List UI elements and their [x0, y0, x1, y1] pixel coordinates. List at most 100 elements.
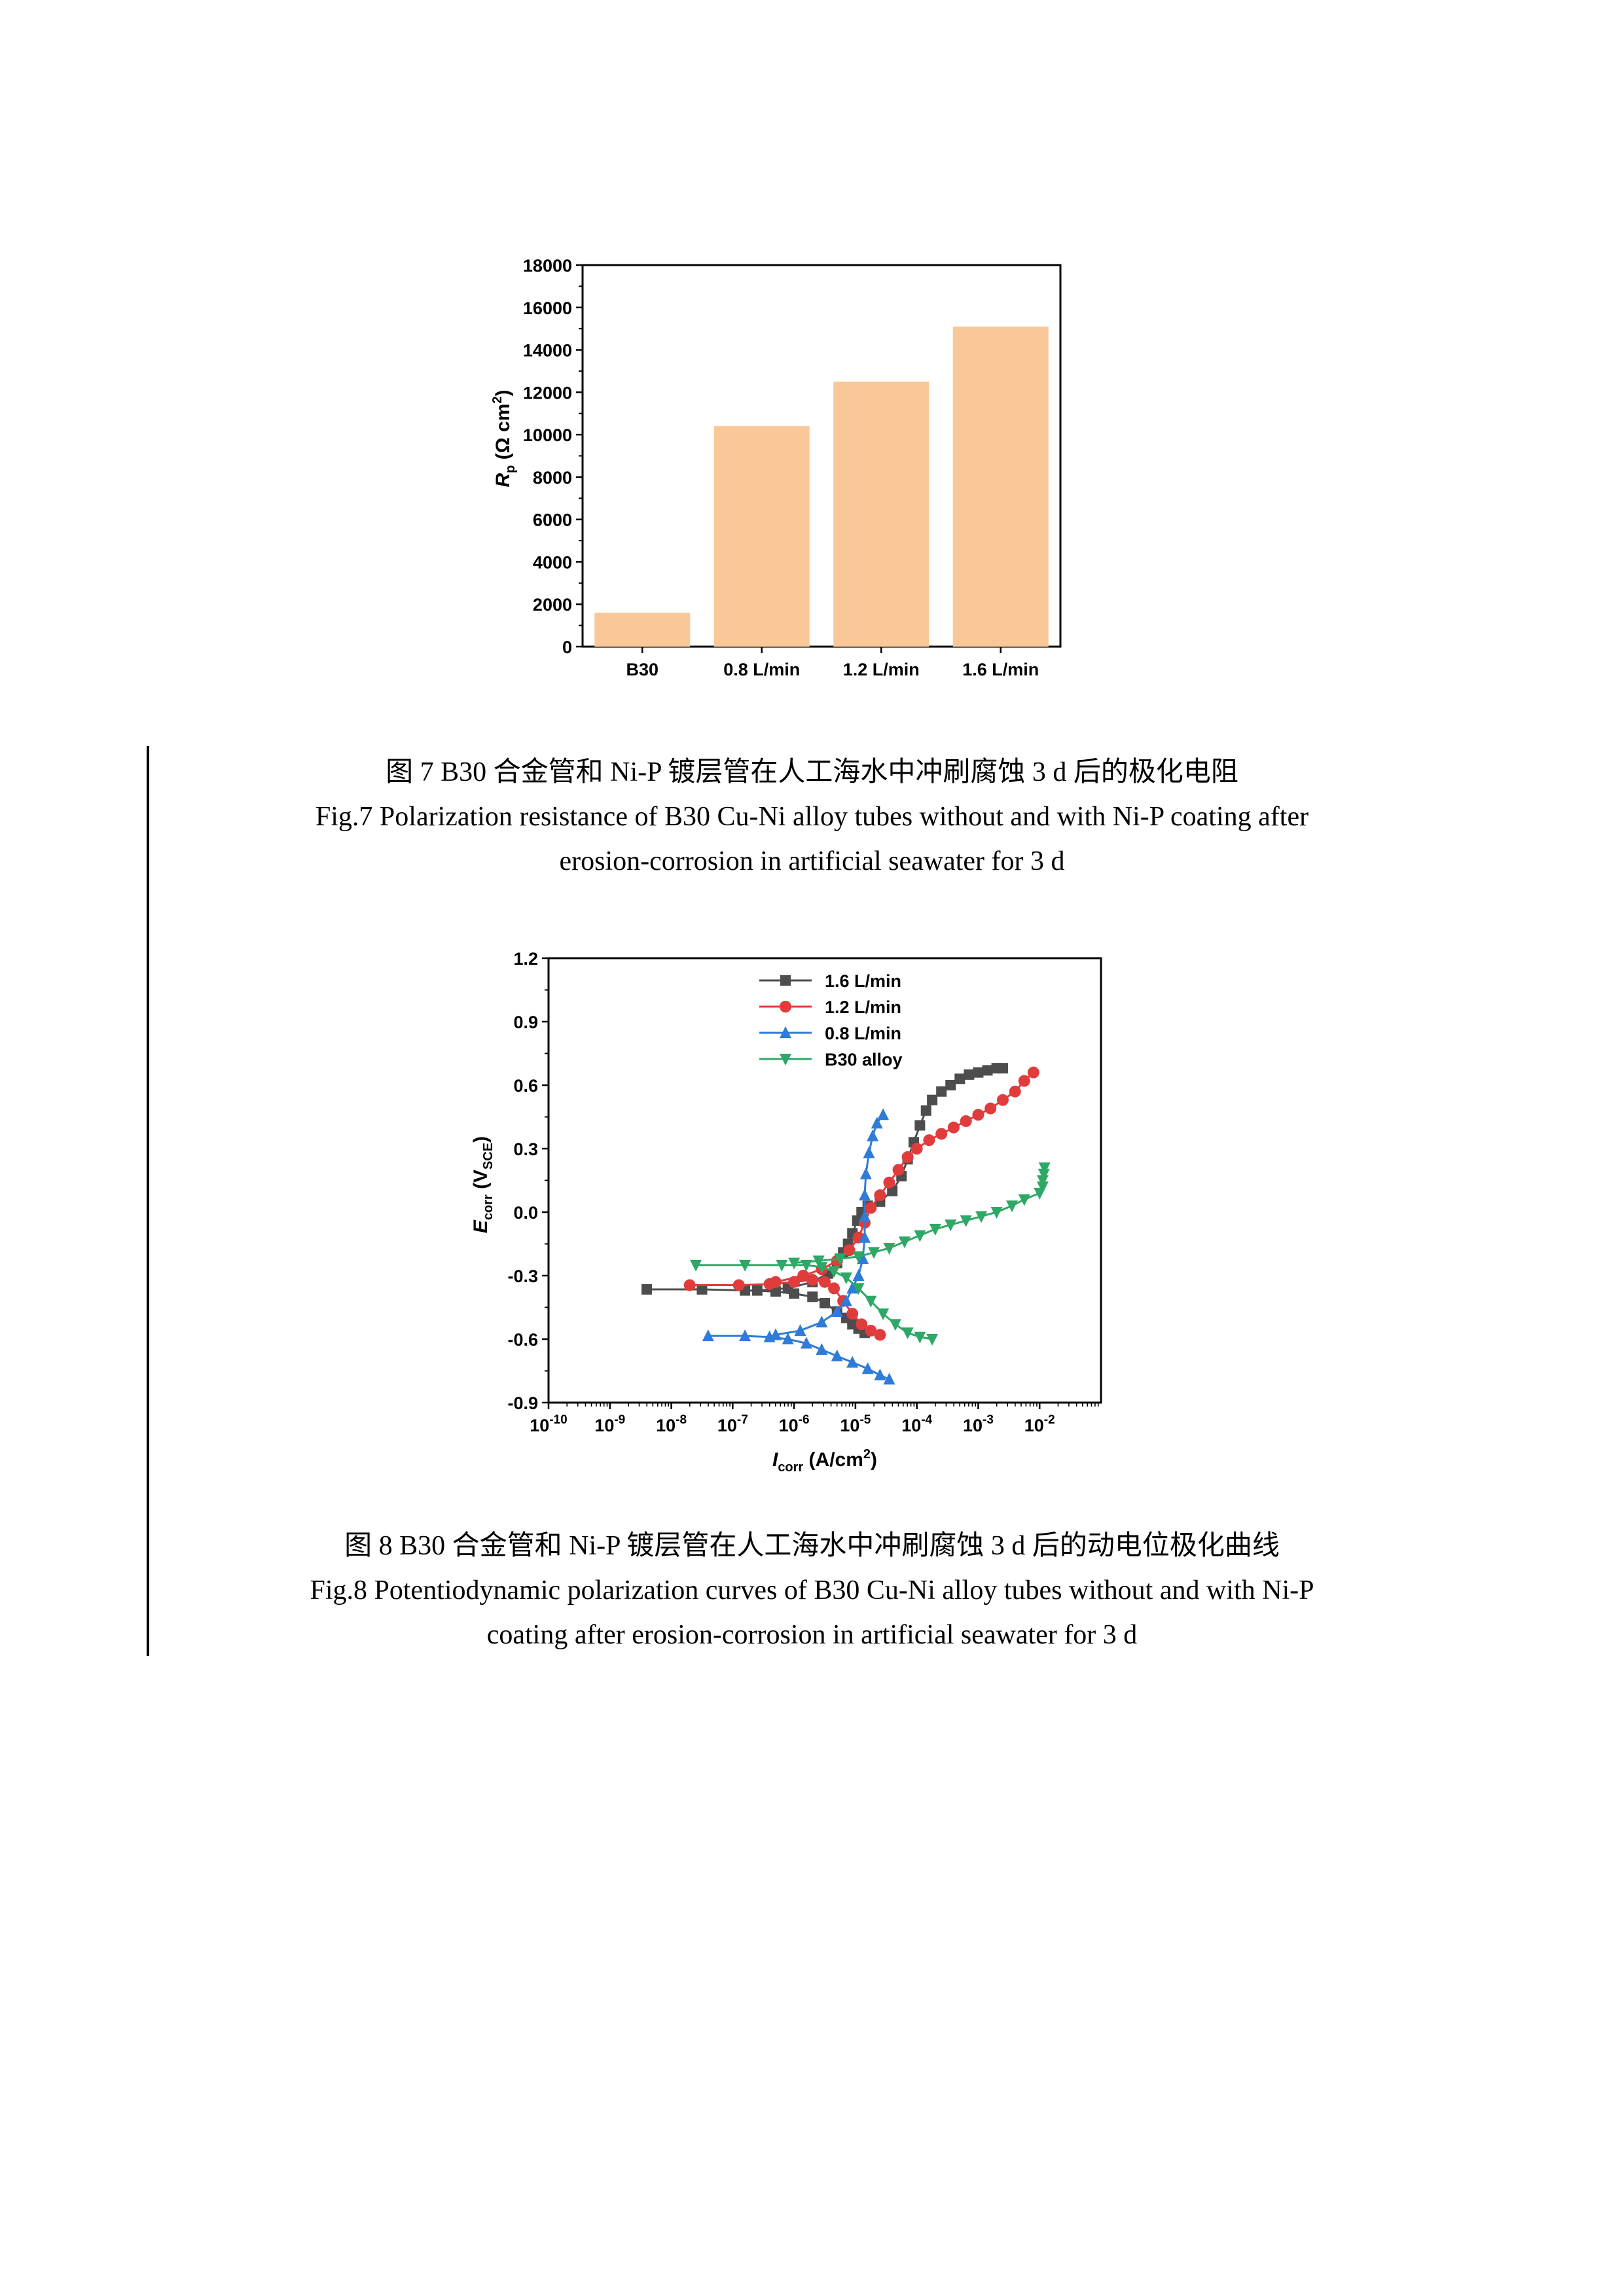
- x-tick-label: 10-6: [779, 1413, 810, 1435]
- series-line: [708, 1335, 890, 1380]
- marker-triangle-down: [840, 1272, 852, 1285]
- caption-en-line1: Fig.8 Potentiodynamic polarization curve…: [310, 1575, 1314, 1605]
- marker-square: [920, 1105, 931, 1116]
- marker-square: [973, 1067, 984, 1078]
- bar-0: [594, 613, 691, 647]
- marker-triangle-up: [857, 1252, 869, 1265]
- marker-triangle-down: [852, 1283, 865, 1295]
- marker-triangle-up: [871, 1117, 883, 1129]
- x-axis-label: Icorr (A/cm2): [772, 1447, 877, 1475]
- marker-triangle-down: [990, 1207, 1003, 1219]
- series-line: [757, 1067, 1003, 1292]
- y-tick-label: 0: [562, 637, 572, 657]
- bar-1: [713, 426, 810, 647]
- marker-triangle-down: [898, 1236, 911, 1249]
- marker-circle: [911, 1143, 923, 1155]
- marker-circle: [901, 1151, 914, 1163]
- marker-circle: [874, 1329, 886, 1341]
- y-tick-label: 0.6: [513, 1076, 538, 1096]
- marker-triangle-down: [1036, 1175, 1049, 1187]
- y-tick-label: 0.9: [513, 1013, 538, 1032]
- marker-triangle-down: [800, 1259, 812, 1272]
- marker-circle: [865, 1202, 877, 1214]
- marker-triangle-down: [776, 1259, 788, 1272]
- marker-triangle-up: [859, 1167, 872, 1179]
- series-2: [702, 1108, 895, 1385]
- y-axis-label: Rp (Ω cm2): [490, 389, 518, 487]
- marker-triangle-down: [914, 1331, 926, 1344]
- marker-triangle-up: [769, 1328, 782, 1340]
- marker-triangle-down: [1038, 1162, 1051, 1175]
- marker-circle: [683, 1279, 696, 1291]
- marker-circle: [806, 1274, 819, 1286]
- series-line: [775, 1114, 884, 1336]
- x-tick-label: 10-3: [963, 1413, 994, 1435]
- bar-3: [952, 326, 1049, 647]
- y-tick-label: 0.3: [513, 1139, 538, 1159]
- marker-triangle-up: [863, 1146, 875, 1158]
- marker-triangle-down: [834, 1253, 846, 1266]
- legend-label: 0.8 L/min: [825, 1024, 901, 1043]
- legend-label: 1.6 L/min: [825, 971, 901, 991]
- y-tick-label: 0.0: [513, 1203, 538, 1223]
- legend-item-0: 1.6 L/min: [759, 971, 901, 991]
- figure7-bar-chart: 0 2000 4000 6000 8000 10000 12000 14000 16000 180…: [490, 256, 1062, 679]
- marker-circle: [865, 1325, 877, 1337]
- marker-triangle-down: [945, 1219, 957, 1232]
- marker-triangle-up: [883, 1372, 895, 1385]
- y-tick-label: -0.6: [507, 1330, 538, 1350]
- marker-square: [770, 1286, 781, 1297]
- caption-cn: 图 8 B30 合金管和 Ni-P 镀层管在人工海水中冲刷腐蚀 3 d 后的动电…: [344, 1531, 1280, 1561]
- marker-square: [936, 1086, 947, 1097]
- marker-triangle-up: [800, 1336, 812, 1349]
- x-tick-label: 10-5: [840, 1413, 871, 1435]
- marker-triangle-down: [1018, 1194, 1030, 1206]
- marker-square: [807, 1291, 818, 1302]
- y-axis-label: Ecorr (VSCE): [470, 1136, 496, 1233]
- x-tick-label: 10-7: [717, 1413, 748, 1435]
- marker-square: [780, 975, 791, 986]
- marker-triangle-up: [858, 1210, 871, 1222]
- marker-triangle-up: [780, 1026, 791, 1038]
- marker-circle: [1009, 1085, 1021, 1098]
- y-tick-label: 1.2: [513, 949, 538, 969]
- marker-triangle-down: [739, 1259, 751, 1272]
- x-tick-label: 10-4: [901, 1413, 932, 1435]
- marker-square: [751, 1285, 763, 1296]
- x-tick-label: B30: [626, 660, 659, 679]
- marker-square: [954, 1073, 965, 1085]
- x-tick-label: 10-2: [1024, 1413, 1055, 1435]
- marker-triangle-down: [914, 1230, 926, 1242]
- marker-circle: [947, 1121, 960, 1134]
- marker-triangle-down: [975, 1211, 988, 1223]
- marker-triangle-up: [858, 1189, 871, 1201]
- marker-square: [997, 1063, 1008, 1074]
- series-0: [641, 1063, 1008, 1338]
- marker-circle: [819, 1276, 831, 1288]
- marker-circle: [923, 1134, 935, 1147]
- marker-triangle-up: [852, 1269, 865, 1281]
- marker-triangle-up: [816, 1316, 828, 1328]
- marker-circle: [797, 1270, 810, 1282]
- marker-circle: [1018, 1075, 1030, 1087]
- marker-circle: [769, 1276, 782, 1288]
- legend-item-1: 1.2 L/min: [759, 997, 901, 1017]
- x-tick-label: 1.6 L/min: [962, 660, 1039, 679]
- marker-triangle-up: [782, 1333, 794, 1344]
- marker-triangle-up: [831, 1349, 843, 1361]
- legend-item-2: 0.8 L/min: [759, 1024, 901, 1043]
- marker-triangle-down: [1006, 1200, 1019, 1213]
- series-3: [690, 1162, 1051, 1346]
- marker-circle: [788, 1276, 801, 1288]
- marker-triangle-down: [960, 1215, 972, 1227]
- marker-circle: [984, 1102, 997, 1115]
- marker-circle: [1027, 1066, 1039, 1079]
- marker-triangle-up: [831, 1304, 843, 1317]
- marker-square: [964, 1069, 975, 1080]
- figure8-caption: 图 8 B30 合金管和 Ni-P 镀层管在人工海水中冲刷腐蚀 3 d 后的动电…: [0, 1524, 1624, 1657]
- marker-square: [982, 1065, 993, 1076]
- marker-circle: [874, 1189, 886, 1202]
- caption-en-line2: coating after erosion-corrosion in artif…: [486, 1620, 1138, 1650]
- marker-triangle-up: [858, 1230, 871, 1243]
- y-tick-label: 10000: [523, 425, 572, 445]
